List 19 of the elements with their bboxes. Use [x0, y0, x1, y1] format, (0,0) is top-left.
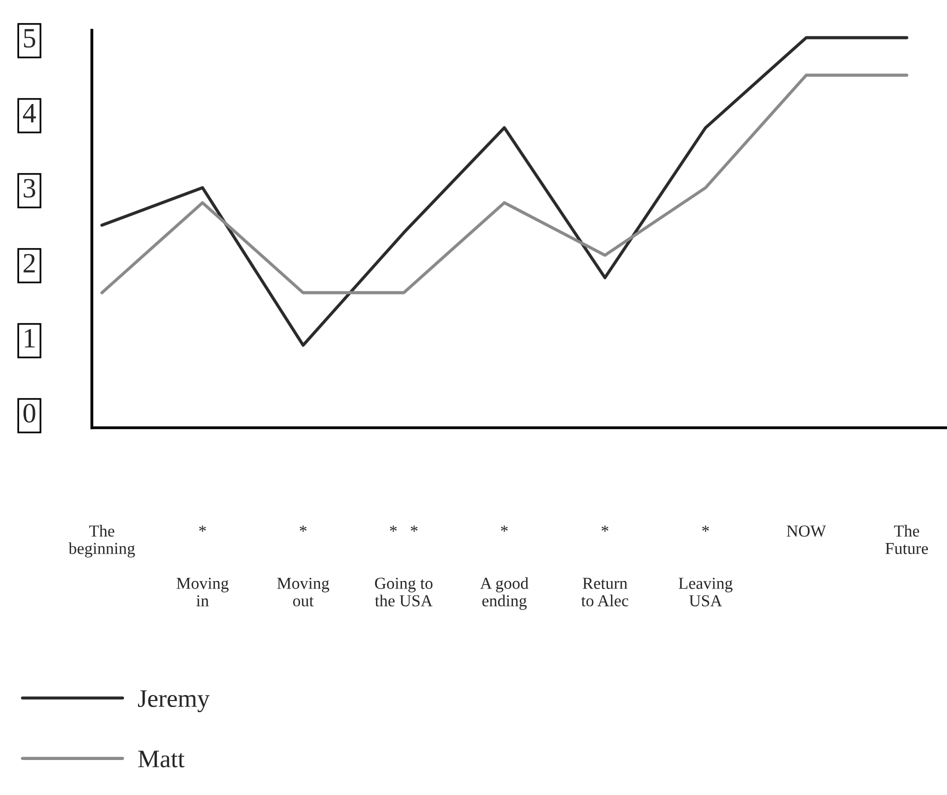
y-tick-label: 3	[24, 178, 36, 198]
x-tick-label: The Future	[885, 524, 928, 554]
y-tick-label: 5	[24, 29, 36, 48]
x-tick-label: NOW	[786, 525, 826, 537]
y-tick-label: 4	[22, 104, 36, 122]
category-label: * Return to Alec	[581, 526, 628, 606]
x-tick-label: The beginning	[68, 524, 135, 558]
line-series	[100, 36, 908, 347]
category-label: * Moving in	[176, 526, 229, 606]
y-tick-label: 2	[24, 254, 35, 272]
category-label: * * Going to the USA	[374, 526, 433, 606]
legend-label: Matt	[138, 750, 185, 768]
y-tick-label: 1	[24, 329, 35, 348]
category-label: * A good ending	[480, 526, 528, 610]
category-label: * Leaving USA	[678, 526, 733, 606]
legend-label: Jeremy	[138, 690, 210, 712]
line-series	[100, 74, 908, 294]
y-tick-label: 0	[23, 404, 36, 423]
category-label: * Moving out	[277, 526, 330, 606]
